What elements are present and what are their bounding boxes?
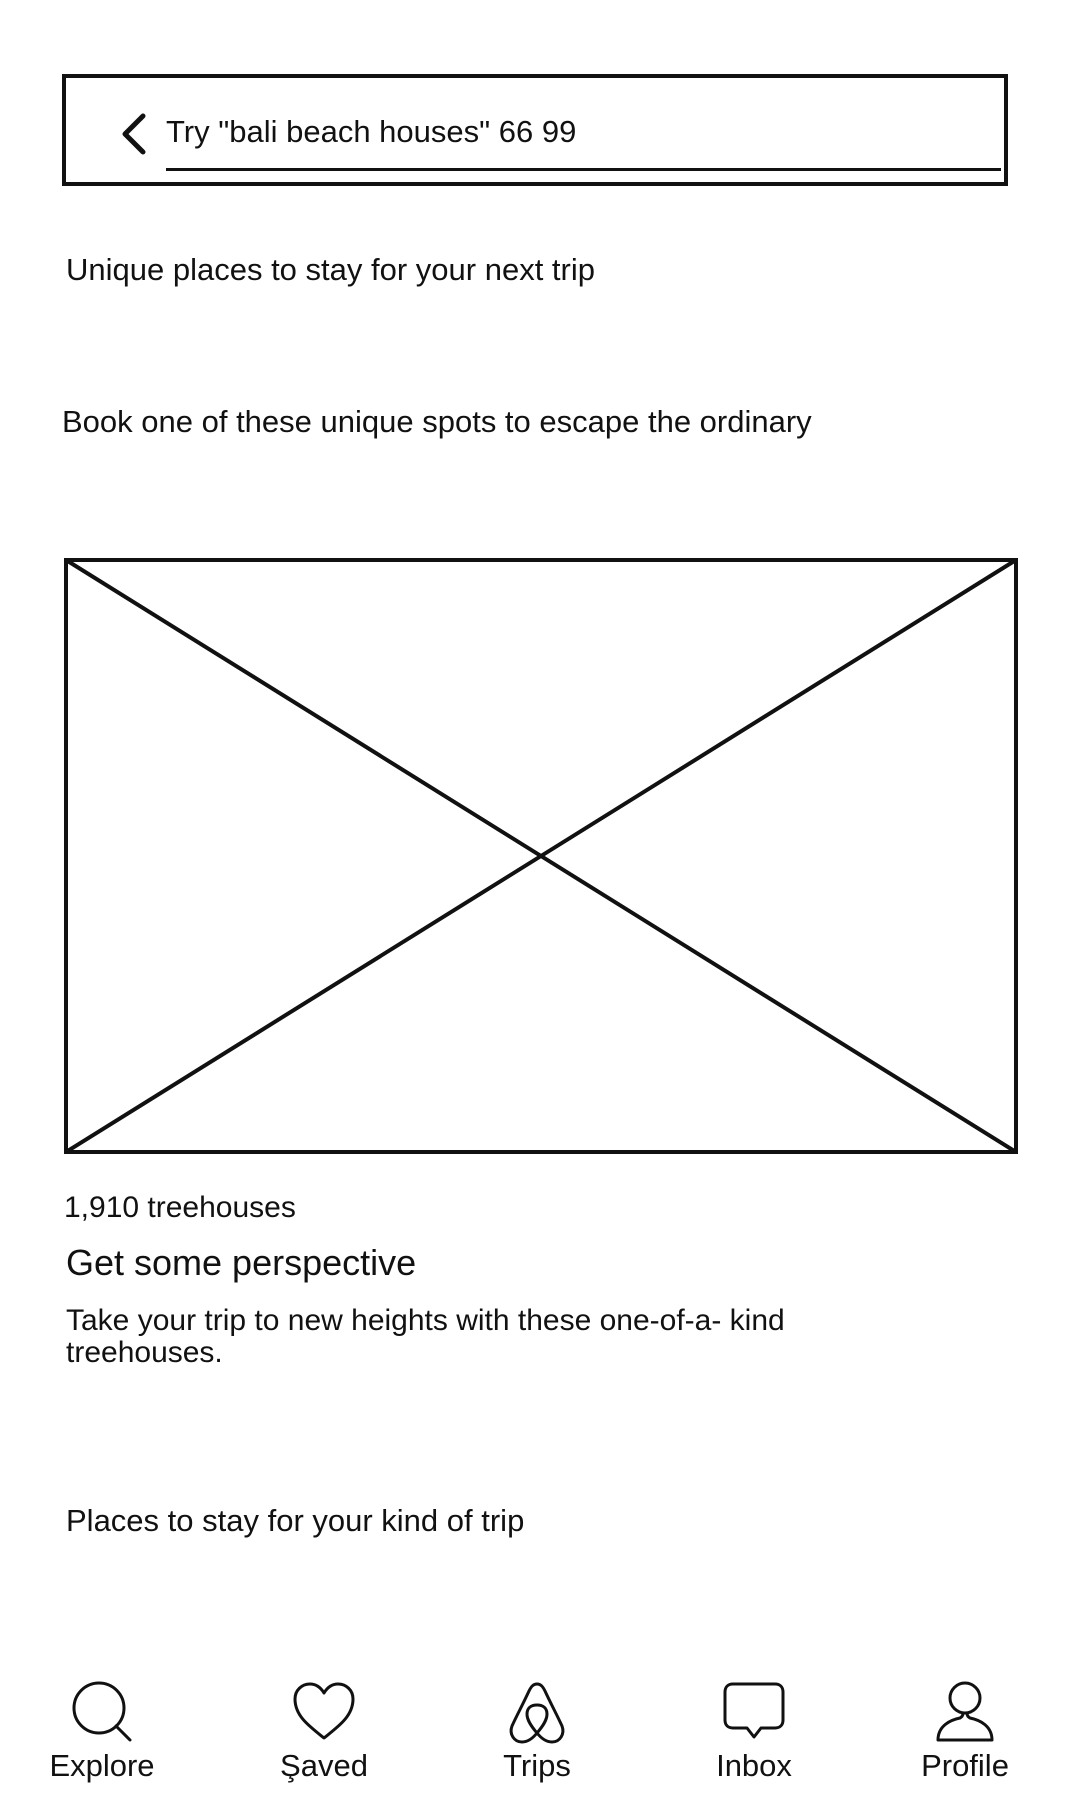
nav-trips[interactable]: Trips — [447, 1660, 627, 1800]
unique-places-heading: Unique places to stay for your next trip — [66, 252, 595, 288]
card-description-line-2: treehouses. — [66, 1337, 223, 1369]
nav-inbox-label: Inbox — [664, 1748, 844, 1784]
card-description-line-1: Take your trip to new heights with these… — [66, 1305, 785, 1337]
nav-saved[interactable]: Şaved — [234, 1660, 414, 1800]
nav-profile-label: Profile — [875, 1748, 1055, 1784]
message-bubble-icon — [719, 1678, 789, 1748]
bottom-nav: Explore Şaved Trips Inbox Profile — [0, 1660, 1080, 1800]
nav-inbox[interactable]: Inbox — [664, 1660, 844, 1800]
nav-trips-label: Trips — [447, 1748, 627, 1784]
nav-saved-label: Şaved — [234, 1748, 414, 1784]
treehouse-count: 1,910 treehouses — [64, 1190, 296, 1226]
search-bar[interactable]: Try "bali beach houses" 66 99 — [62, 74, 1008, 186]
search-underline — [166, 168, 1001, 171]
nav-explore-label: Explore — [12, 1748, 192, 1784]
nav-profile[interactable]: Profile — [875, 1660, 1055, 1800]
search-input[interactable]: Try "bali beach houses" 66 99 — [166, 114, 576, 150]
airbnb-logo-icon — [502, 1678, 572, 1748]
user-icon — [930, 1678, 1000, 1748]
heart-icon — [289, 1678, 359, 1748]
unique-places-subheading: Book one of these unique spots to escape… — [62, 404, 812, 440]
nav-explore[interactable]: Explore — [12, 1660, 192, 1800]
back-icon[interactable] — [116, 112, 150, 156]
search-icon — [67, 1678, 137, 1748]
places-heading: Places to stay for your kind of trip — [66, 1503, 524, 1539]
treehouse-image-placeholder[interactable] — [64, 558, 1018, 1154]
card-title[interactable]: Get some perspective — [66, 1242, 416, 1284]
